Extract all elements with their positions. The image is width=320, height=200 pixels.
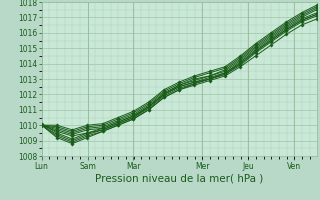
X-axis label: Pression niveau de la mer( hPa ): Pression niveau de la mer( hPa ) [95,173,263,183]
